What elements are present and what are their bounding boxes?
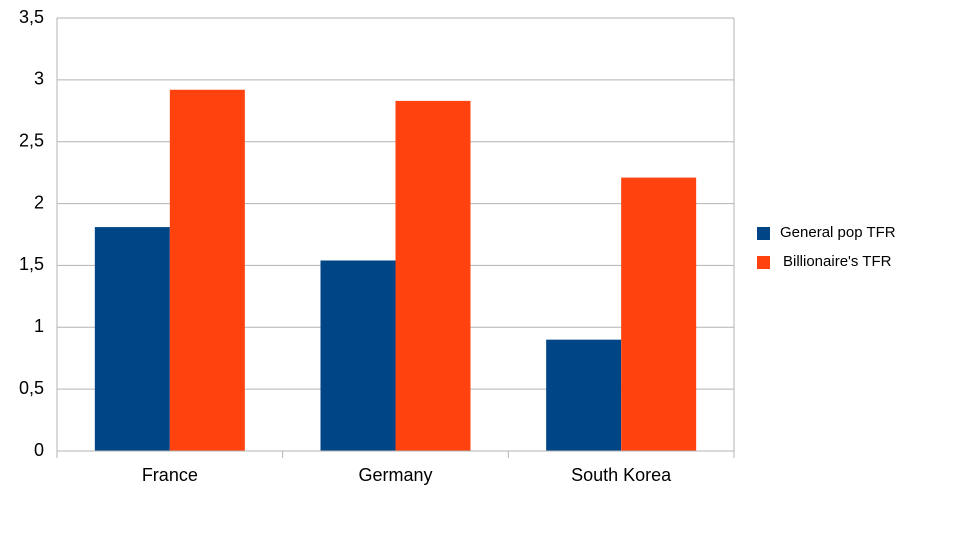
- y-tick-label: 2: [34, 192, 44, 212]
- bar: [621, 177, 697, 451]
- bar: [546, 339, 622, 451]
- bar: [395, 100, 471, 451]
- legend-text: General pop TFR: [780, 224, 896, 241]
- y-tick-label: 3: [34, 69, 44, 89]
- x-tick-label: Germany: [358, 465, 432, 485]
- x-tick-label: France: [142, 465, 198, 485]
- bar: [169, 89, 245, 452]
- y-tick-label: 1: [34, 316, 44, 336]
- legend-text: Billionaire's TFR: [783, 253, 892, 270]
- x-tick-label: South Korea: [571, 465, 672, 485]
- legend-swatch: [757, 256, 770, 269]
- y-tick-label: 3,5: [19, 7, 44, 27]
- y-tick-label: 0: [34, 440, 44, 460]
- bar: [94, 227, 170, 451]
- y-tick-label: 0,5: [19, 378, 44, 398]
- bar: [320, 260, 396, 451]
- legend-swatch: [757, 227, 770, 240]
- y-tick-label: 2,5: [19, 130, 44, 150]
- y-tick-label: 1,5: [19, 254, 44, 274]
